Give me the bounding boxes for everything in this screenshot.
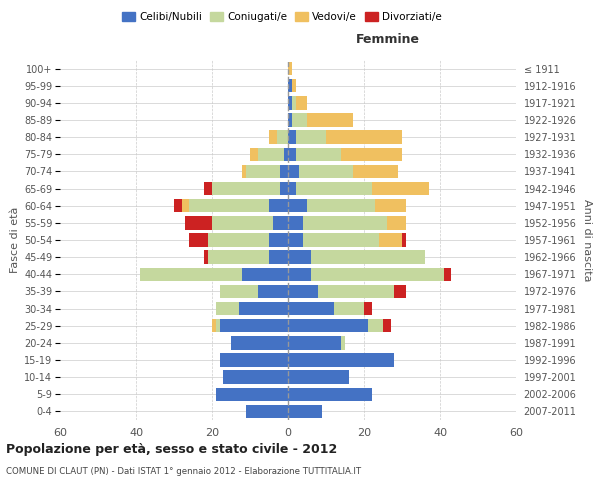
Bar — [296, 96, 307, 110]
Bar — [288, 268, 311, 281]
Bar — [319, 284, 394, 298]
Bar — [269, 199, 288, 212]
Bar — [387, 216, 406, 230]
Bar — [334, 302, 364, 316]
Bar — [242, 268, 288, 281]
Bar — [288, 234, 303, 246]
Bar — [239, 302, 288, 316]
Bar — [288, 319, 368, 332]
Bar — [341, 148, 402, 161]
Text: COMUNE DI CLAUT (PN) - Dati ISTAT 1° gennaio 2012 - Elaborazione TUTTITALIA.IT: COMUNE DI CLAUT (PN) - Dati ISTAT 1° gen… — [6, 468, 361, 476]
Bar — [205, 182, 212, 196]
Bar — [307, 199, 376, 212]
Bar — [341, 336, 345, 349]
Bar — [288, 96, 292, 110]
Bar — [376, 199, 406, 212]
Bar — [212, 182, 280, 196]
Bar — [292, 114, 307, 126]
Bar — [174, 199, 182, 212]
Bar — [288, 284, 319, 298]
Bar — [269, 234, 288, 246]
Bar — [292, 96, 296, 110]
Bar — [269, 130, 277, 144]
Bar — [402, 234, 406, 246]
Bar — [220, 354, 288, 366]
Bar — [326, 130, 402, 144]
Y-axis label: Fasce di età: Fasce di età — [10, 207, 20, 273]
Bar — [185, 216, 212, 230]
Bar — [220, 319, 288, 332]
Bar — [242, 164, 246, 178]
Bar — [371, 182, 428, 196]
Bar — [311, 268, 444, 281]
Bar — [288, 148, 296, 161]
Bar — [288, 182, 296, 196]
Bar — [269, 250, 288, 264]
Bar — [250, 148, 257, 161]
Bar — [284, 148, 288, 161]
Bar — [296, 130, 326, 144]
Bar — [288, 302, 334, 316]
Bar — [288, 336, 341, 349]
Bar — [394, 284, 406, 298]
Text: Popolazione per età, sesso e stato civile - 2012: Popolazione per età, sesso e stato civil… — [6, 442, 337, 456]
Bar — [212, 319, 216, 332]
Bar — [288, 164, 299, 178]
Bar — [280, 182, 288, 196]
Bar — [288, 250, 311, 264]
Bar — [140, 268, 242, 281]
Bar — [288, 62, 292, 76]
Bar — [208, 250, 269, 264]
Bar — [208, 234, 269, 246]
Bar — [257, 284, 288, 298]
Bar — [444, 268, 451, 281]
Bar — [353, 164, 398, 178]
Bar — [216, 302, 239, 316]
Bar — [307, 114, 353, 126]
Bar — [205, 250, 208, 264]
Bar — [364, 302, 371, 316]
Bar — [296, 182, 371, 196]
Bar — [277, 130, 288, 144]
Bar — [216, 319, 220, 332]
Bar — [288, 114, 292, 126]
Bar — [212, 216, 273, 230]
Bar — [273, 216, 288, 230]
Bar — [288, 130, 296, 144]
Bar — [288, 199, 307, 212]
Bar — [303, 216, 387, 230]
Bar — [189, 234, 208, 246]
Bar — [292, 79, 296, 92]
Bar — [189, 199, 269, 212]
Bar — [303, 234, 379, 246]
Bar — [299, 164, 353, 178]
Bar — [246, 404, 288, 418]
Bar — [288, 370, 349, 384]
Bar — [223, 370, 288, 384]
Bar — [288, 404, 322, 418]
Bar — [368, 319, 383, 332]
Bar — [311, 250, 425, 264]
Bar — [280, 164, 288, 178]
Bar — [182, 199, 189, 212]
Bar — [257, 148, 284, 161]
Bar — [246, 164, 280, 178]
Bar — [383, 319, 391, 332]
Bar — [288, 354, 394, 366]
Bar — [216, 388, 288, 401]
Text: Femmine: Femmine — [356, 32, 421, 46]
Bar — [288, 388, 371, 401]
Bar — [220, 284, 257, 298]
Bar — [231, 336, 288, 349]
Y-axis label: Anni di nascita: Anni di nascita — [582, 198, 592, 281]
Bar — [288, 216, 303, 230]
Bar — [288, 79, 292, 92]
Legend: Celibi/Nubili, Coniugati/e, Vedovi/e, Divorziati/e: Celibi/Nubili, Coniugati/e, Vedovi/e, Di… — [118, 8, 446, 26]
Bar — [296, 148, 341, 161]
Bar — [379, 234, 402, 246]
